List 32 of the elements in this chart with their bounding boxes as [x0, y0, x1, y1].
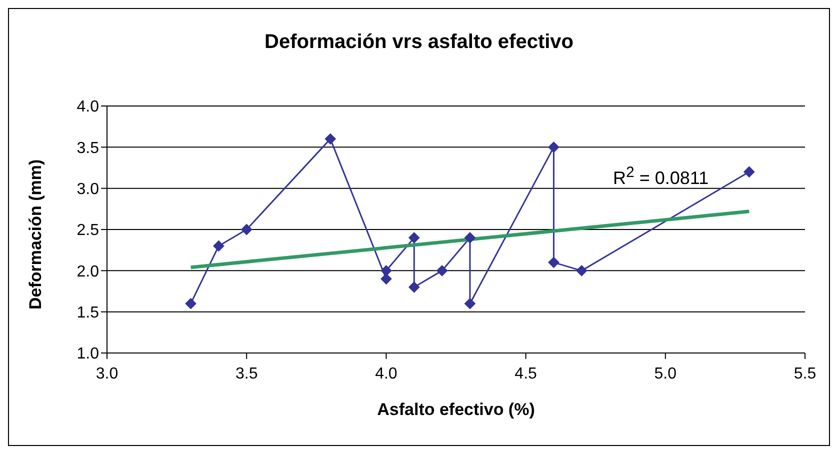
y-axis-title: Deformación (mm) — [26, 159, 46, 310]
point — [464, 298, 476, 310]
annotation: R$^{2}$ = 0.0811 — [613, 164, 709, 189]
point — [576, 265, 588, 276]
x-axis-title: Asfalto efectivo (%) — [377, 400, 535, 419]
y-tick-label: 4.0 — [76, 98, 100, 116]
y-tick-label: 1.0 — [76, 346, 100, 363]
point — [548, 256, 560, 268]
x-tick-label: 3.0 — [96, 365, 118, 382]
point — [380, 273, 392, 284]
point — [548, 142, 560, 153]
point — [380, 265, 392, 276]
y-tick-label: 3.0 — [76, 181, 100, 198]
y-tick-label: 3.5 — [76, 140, 100, 157]
point — [744, 166, 755, 178]
x-tick-label: 4.5 — [514, 365, 538, 382]
x-tick-label: 3.5 — [235, 365, 258, 382]
x-tick-label: 4.0 — [375, 365, 398, 382]
x-tick-label: 5.0 — [654, 365, 677, 382]
point — [464, 232, 476, 244]
x-tick-label: 5.5 — [794, 365, 816, 382]
y-tick-label: 2.5 — [76, 222, 100, 240]
point — [324, 133, 336, 144]
point — [213, 240, 224, 252]
point — [408, 282, 420, 293]
point — [436, 265, 448, 276]
point — [185, 298, 196, 310]
y-tick-label: 1.5 — [76, 304, 100, 322]
point — [408, 232, 420, 244]
point — [241, 224, 252, 235]
chart-title: Deformación vrs asfalto efectivo — [264, 31, 574, 54]
y-tick-label: 2.0 — [76, 263, 100, 280]
